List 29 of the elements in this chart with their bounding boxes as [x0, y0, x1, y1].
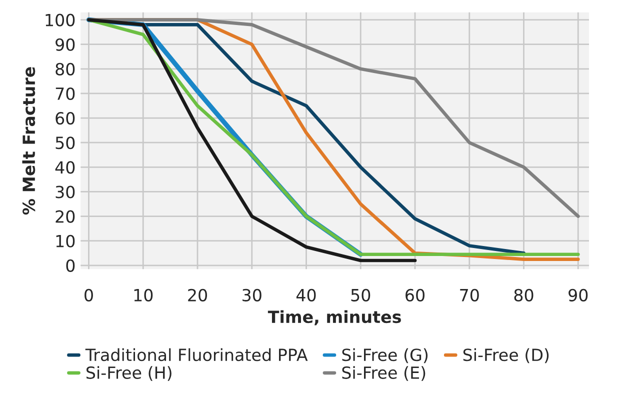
x-tick-label: 60 — [406, 288, 424, 302]
y-tick-label: 40 — [55, 161, 75, 174]
y-tick-label: 20 — [56, 210, 75, 223]
legend-label: Si-Free (H) — [86, 366, 172, 381]
y-tick-label: 30 — [56, 186, 75, 198]
y-axis-title: % Melt Fracture — [22, 67, 36, 215]
y-tick-label: 100 — [46, 14, 75, 26]
y-tick-label: 90 — [56, 38, 75, 51]
x-tick-label: 50 — [351, 288, 370, 302]
y-tick-label: 60 — [56, 112, 75, 125]
y-tick-label: 80 — [56, 62, 75, 76]
legend-label: Si-Free (G) — [342, 348, 428, 364]
x-axis-title: Time, minutes — [268, 310, 401, 326]
x-tick-label: 80 — [514, 288, 534, 302]
y-tick-label: 50 — [56, 136, 75, 150]
line-series — [87, 18, 417, 262]
legend-label: Si-Free (E) — [342, 366, 426, 381]
legend-label: Si-Free (D) — [463, 348, 549, 364]
x-tick-label: 30 — [242, 288, 262, 302]
x-tick-label: 0 — [84, 288, 93, 302]
y-tick-label: 70 — [56, 87, 75, 100]
x-tick-label: 10 — [134, 288, 153, 302]
x-tick-label: 20 — [188, 288, 207, 302]
x-tick-label: 90 — [568, 288, 588, 302]
y-tick-label: 0 — [66, 259, 75, 272]
y-tick-label: 10 — [56, 234, 75, 248]
x-tick-label: 70 — [460, 288, 479, 302]
legend-label: Traditional Fluorinated PPA — [85, 348, 308, 362]
x-tick-label: 40 — [296, 288, 316, 302]
